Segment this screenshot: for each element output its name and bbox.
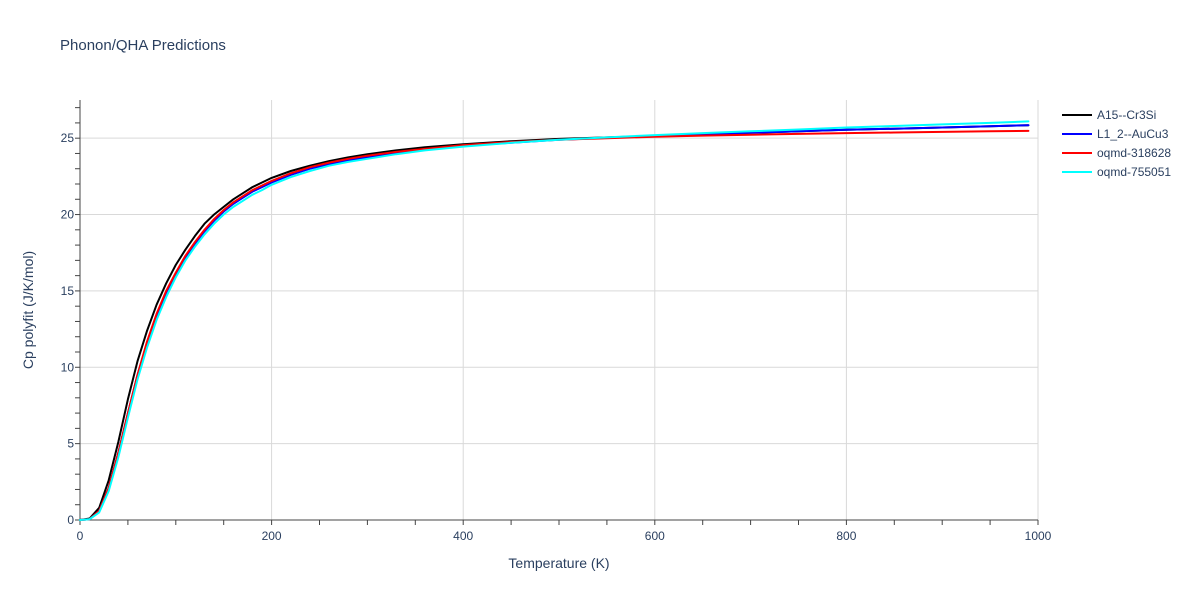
x-tick-label: 1000 — [1025, 529, 1052, 543]
x-tick-label: 0 — [77, 529, 84, 543]
axes: 0 200 400 600 800 1000 0 5 10 15 20 25 — [61, 100, 1052, 543]
legend-label: oqmd-755051 — [1097, 165, 1171, 179]
y-axis-title: Cp polyfit (J/K/mol) — [20, 251, 36, 369]
x-tick-label: 200 — [262, 529, 282, 543]
plot-area — [79, 120, 1030, 521]
x-tick-label: 800 — [836, 529, 856, 543]
y-tick-label: 25 — [61, 131, 75, 145]
legend-label: oqmd-318628 — [1097, 146, 1171, 160]
y-tick-label: 20 — [61, 208, 75, 222]
chart-title: Phonon/QHA Predictions — [60, 37, 226, 54]
x-tick-label: 400 — [453, 529, 473, 543]
series-line-2 — [79, 129, 1030, 521]
y-tick-label: 5 — [67, 437, 74, 451]
legend: A15--Cr3Si L1_2--AuCu3 oqmd-318628 oqmd-755… — [1062, 108, 1171, 179]
legend-label: L1_2--AuCu3 — [1097, 127, 1169, 141]
y-tick-label: 10 — [61, 360, 75, 374]
y-tick-label: 0 — [67, 513, 74, 527]
x-tick-label: 600 — [645, 529, 665, 543]
grid — [80, 100, 1039, 520]
x-axis-title: Temperature (K) — [508, 555, 609, 571]
legend-label: A15--Cr3Si — [1097, 108, 1156, 122]
series-line-3 — [79, 120, 1030, 521]
y-tick-label: 15 — [61, 284, 75, 298]
